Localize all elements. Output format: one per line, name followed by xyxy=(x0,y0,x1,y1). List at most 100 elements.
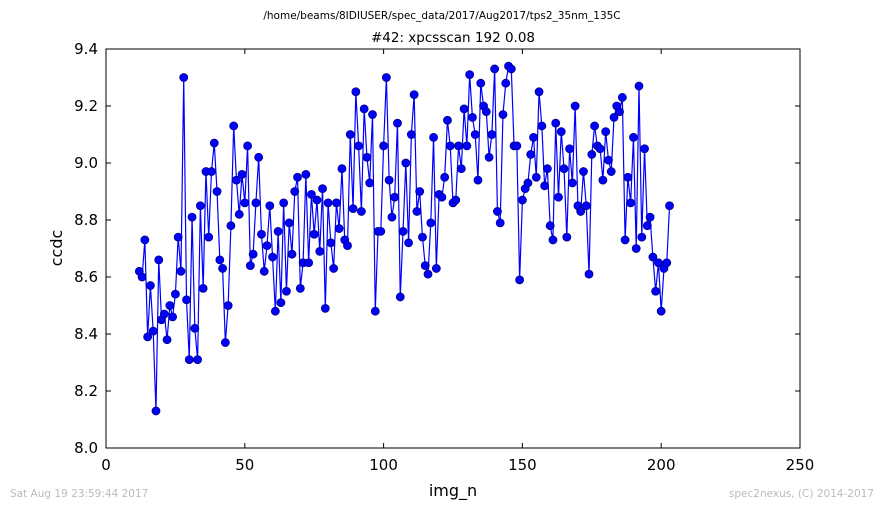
y-tick-label: 8.4 xyxy=(74,325,98,343)
data-point xyxy=(262,241,272,251)
data-point xyxy=(170,289,180,299)
data-point xyxy=(315,246,325,256)
y-tick-label: 9.2 xyxy=(74,97,98,115)
data-point xyxy=(495,218,505,228)
data-point xyxy=(151,406,161,416)
data-point xyxy=(473,175,483,185)
data-point xyxy=(248,249,258,259)
data-point xyxy=(290,187,300,196)
data-point xyxy=(190,323,200,333)
data-point xyxy=(443,115,452,125)
data-series xyxy=(134,61,674,416)
data-point xyxy=(406,130,416,139)
data-point xyxy=(379,141,389,151)
data-point xyxy=(390,192,400,202)
data-point xyxy=(301,169,311,179)
data-point xyxy=(523,178,533,188)
data-point xyxy=(143,332,153,342)
data-point xyxy=(268,252,277,262)
data-point xyxy=(484,152,494,162)
data-point xyxy=(356,207,366,216)
data-point xyxy=(540,181,550,191)
data-point xyxy=(631,244,641,253)
data-point xyxy=(426,218,436,228)
data-point xyxy=(323,198,333,208)
data-point xyxy=(326,238,336,248)
data-point xyxy=(232,175,241,185)
data-point xyxy=(581,201,591,211)
x-tick-label: 150 xyxy=(508,456,537,474)
data-point xyxy=(159,309,169,319)
x-tick-label: 200 xyxy=(647,456,676,474)
data-point xyxy=(518,195,527,205)
data-point xyxy=(429,132,438,142)
data-point xyxy=(498,110,508,119)
data-point xyxy=(512,141,522,151)
data-point xyxy=(398,226,408,236)
data-point xyxy=(506,64,516,74)
data-point xyxy=(531,172,541,182)
y-tick-label: 9.0 xyxy=(74,154,98,172)
data-point xyxy=(534,87,544,97)
file-path-title: /home/beams/8IDIUSER/spec_data/2017/Aug2… xyxy=(263,10,620,22)
data-point xyxy=(137,272,147,282)
y-tick-label: 8.6 xyxy=(74,268,98,286)
data-point xyxy=(542,164,552,174)
data-point xyxy=(470,130,480,139)
data-point xyxy=(387,212,397,222)
plot-area: 0 50 100 150 200 250 8.0 8.2 8.4 8.6 8.8 9.0 9.2 9.4 xyxy=(74,40,814,474)
data-point xyxy=(584,269,594,279)
data-point xyxy=(362,152,372,162)
data-point xyxy=(209,138,219,148)
y-tick-label: 8.2 xyxy=(74,382,98,400)
data-point xyxy=(318,184,327,194)
data-point xyxy=(243,141,252,151)
data-point xyxy=(412,207,422,216)
data-point xyxy=(395,292,405,302)
data-point xyxy=(245,261,255,271)
x-tick-label: 250 xyxy=(786,456,815,474)
data-point xyxy=(623,172,633,182)
data-point xyxy=(551,118,561,128)
data-point xyxy=(590,121,599,131)
data-point xyxy=(648,252,658,262)
data-point xyxy=(179,73,189,82)
data-point xyxy=(384,175,394,185)
data-point xyxy=(515,275,525,285)
data-point xyxy=(207,167,216,176)
x-axis-label: img_n xyxy=(429,481,477,501)
data-point xyxy=(556,127,566,137)
data-point xyxy=(307,189,316,199)
data-point xyxy=(337,164,347,174)
data-point xyxy=(229,121,239,131)
data-point xyxy=(218,264,227,273)
data-point xyxy=(454,141,463,151)
data-point xyxy=(437,192,447,202)
data-point xyxy=(334,224,344,233)
data-point xyxy=(465,70,475,80)
y-tick-label: 9.4 xyxy=(74,40,98,58)
data-point xyxy=(237,169,247,179)
data-point xyxy=(445,141,455,151)
data-point xyxy=(309,229,319,239)
data-point xyxy=(254,152,264,162)
data-point xyxy=(431,264,441,273)
data-point xyxy=(376,226,386,236)
data-point xyxy=(259,266,269,276)
data-point xyxy=(595,144,605,154)
data-point xyxy=(651,286,661,296)
data-point xyxy=(615,107,624,117)
data-point xyxy=(182,295,191,305)
data-point xyxy=(642,221,652,231)
data-point xyxy=(565,144,574,154)
data-point xyxy=(420,261,430,271)
footer-credit: spec2nexus, (C) 2014-2017 xyxy=(729,488,874,500)
data-point xyxy=(240,198,250,208)
data-point xyxy=(329,264,339,273)
data-point xyxy=(162,335,172,345)
data-point xyxy=(487,130,497,139)
data-point xyxy=(440,172,450,182)
data-point xyxy=(365,178,375,188)
data-point xyxy=(604,155,613,165)
x-tick-label: 50 xyxy=(235,456,254,474)
